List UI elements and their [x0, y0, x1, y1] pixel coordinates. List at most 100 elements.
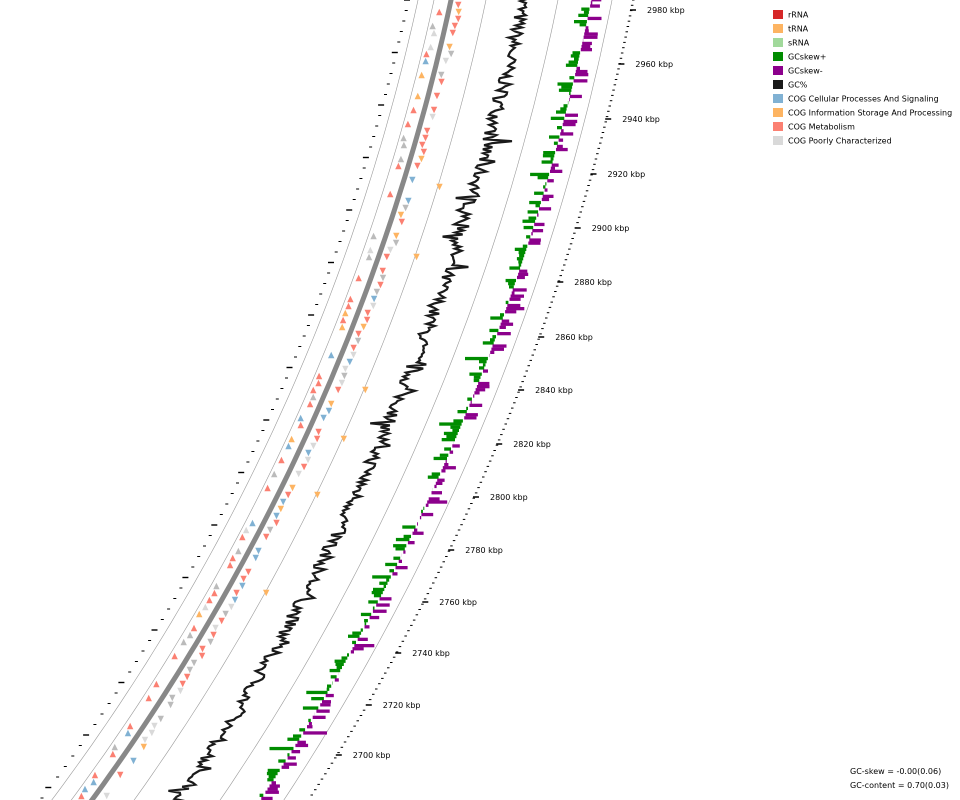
gc-skew-bar [490, 338, 495, 342]
gc-skew-bar [563, 119, 578, 124]
gc-skew-bar [334, 659, 346, 663]
gc-skew-bar [445, 459, 447, 464]
gene-arrow [239, 533, 246, 541]
gene-arrow [455, 1, 462, 9]
gene-arrow [419, 141, 426, 149]
grid-ring [70, 0, 435, 800]
gene-arrow [297, 414, 304, 422]
gene-arrow [383, 253, 391, 261]
gene-arrow [218, 617, 225, 625]
gene-arrow [379, 267, 386, 275]
gene-arrow [148, 729, 156, 737]
gene-arrow [245, 568, 252, 576]
gc-skew-bar [563, 104, 568, 108]
gc-skew-bar [269, 746, 294, 751]
gene-arrow [342, 365, 349, 373]
gc-skew-bar [281, 765, 290, 769]
gc-skew-bar [434, 484, 437, 489]
gene-arrow [190, 624, 198, 632]
gc-skew-bar [470, 400, 472, 404]
gc-skew-bar [354, 644, 375, 648]
gc-skew-bar [373, 594, 382, 598]
gc-skew-bar [395, 537, 410, 542]
gene-arrow [370, 232, 377, 240]
gene-arrow [387, 190, 394, 198]
gc-skew-bar [510, 294, 524, 298]
gene-arrow [345, 302, 352, 310]
gc-skew-bar [522, 244, 528, 248]
gc-skew-bar [545, 182, 547, 186]
kbp-label: 2940 kbp [622, 115, 660, 124]
gene-arrow [169, 694, 176, 702]
gene-arrow [229, 554, 236, 562]
gc-skew-bar [379, 581, 388, 585]
gc-skew-bar [489, 328, 499, 333]
gc-skew-bar [543, 151, 556, 155]
gene-arrow [347, 295, 354, 303]
gene-arrow [379, 274, 387, 282]
gc-skew-bar [446, 434, 457, 439]
gc-skew-bar [542, 194, 554, 198]
gc-skew-bar [266, 771, 278, 776]
legend-swatch [773, 52, 783, 61]
gene-arrow [180, 638, 187, 646]
gc-skew-bar [350, 650, 354, 654]
gene-arrow [414, 162, 421, 170]
gene-arrow [355, 330, 362, 338]
gene-arrow [263, 533, 270, 541]
gc-skew-bar [526, 235, 531, 239]
gc-skew-bar [395, 566, 408, 570]
gc-skew-bar [530, 172, 550, 177]
gc-skew-bar [557, 82, 573, 86]
gc-skew-bar [518, 260, 523, 264]
kbp-label: 2920 kbp [608, 170, 646, 179]
gene-arrow [264, 484, 271, 492]
gene-arrow [433, 92, 441, 100]
gene-arrow [141, 736, 149, 744]
gc-skew-bar [327, 684, 332, 688]
gc-skew-bar [414, 528, 418, 532]
gc-skew-bar [534, 222, 545, 227]
legend-label: COG Information Storage And Processing [788, 109, 952, 118]
gc-skew-bar [580, 48, 592, 52]
gc-skew-bar [508, 282, 515, 286]
gene-arrow [320, 414, 327, 422]
gc-skew-bar [568, 60, 578, 64]
gene-arrow [300, 463, 308, 471]
gc-skew-bar [469, 372, 482, 376]
gc-skew-bar [341, 656, 348, 660]
gene-arrow [140, 743, 147, 751]
legend-label: GC% [788, 81, 808, 90]
gc-skew-bar [465, 356, 488, 361]
gc-skew-bar [505, 300, 509, 305]
gc-skew-bar [500, 313, 504, 317]
gene-arrow [235, 547, 242, 555]
gene-arrow [430, 29, 438, 37]
gc-skew-bar [576, 66, 580, 71]
legend-swatch [773, 136, 783, 145]
grid-ring [283, 0, 613, 800]
gene-arrow [392, 239, 400, 247]
gc-skew-bar [287, 737, 300, 741]
kbp-label: 2820 kbp [513, 440, 551, 449]
legend-label: sRNA [788, 39, 810, 48]
gene-arrow [103, 792, 110, 800]
gc-skew-bar [490, 350, 495, 354]
grid-ring [219, 0, 559, 800]
gc-skew-bar [278, 759, 286, 763]
gc-skew-bar [505, 310, 517, 314]
grid-ring [51, 0, 419, 800]
gene-arrow [325, 407, 333, 415]
legend-swatch [773, 94, 783, 103]
gene-arrow [90, 778, 97, 786]
gene-arrow [338, 379, 346, 387]
gc-skew-bar [547, 179, 554, 183]
gc-skew-bar [412, 531, 424, 535]
legend-label: GCskew+ [788, 53, 826, 62]
gc-skew-bar [590, 1, 593, 5]
gene-arrow [447, 50, 455, 58]
legend: rRNA tRNA sRNA GCskew+ GCskew- GC% COG Cellula… [773, 10, 952, 146]
gc-skew-bar [569, 91, 571, 95]
gc-skew-bar [306, 690, 328, 695]
gc-skew-bar [348, 634, 360, 638]
